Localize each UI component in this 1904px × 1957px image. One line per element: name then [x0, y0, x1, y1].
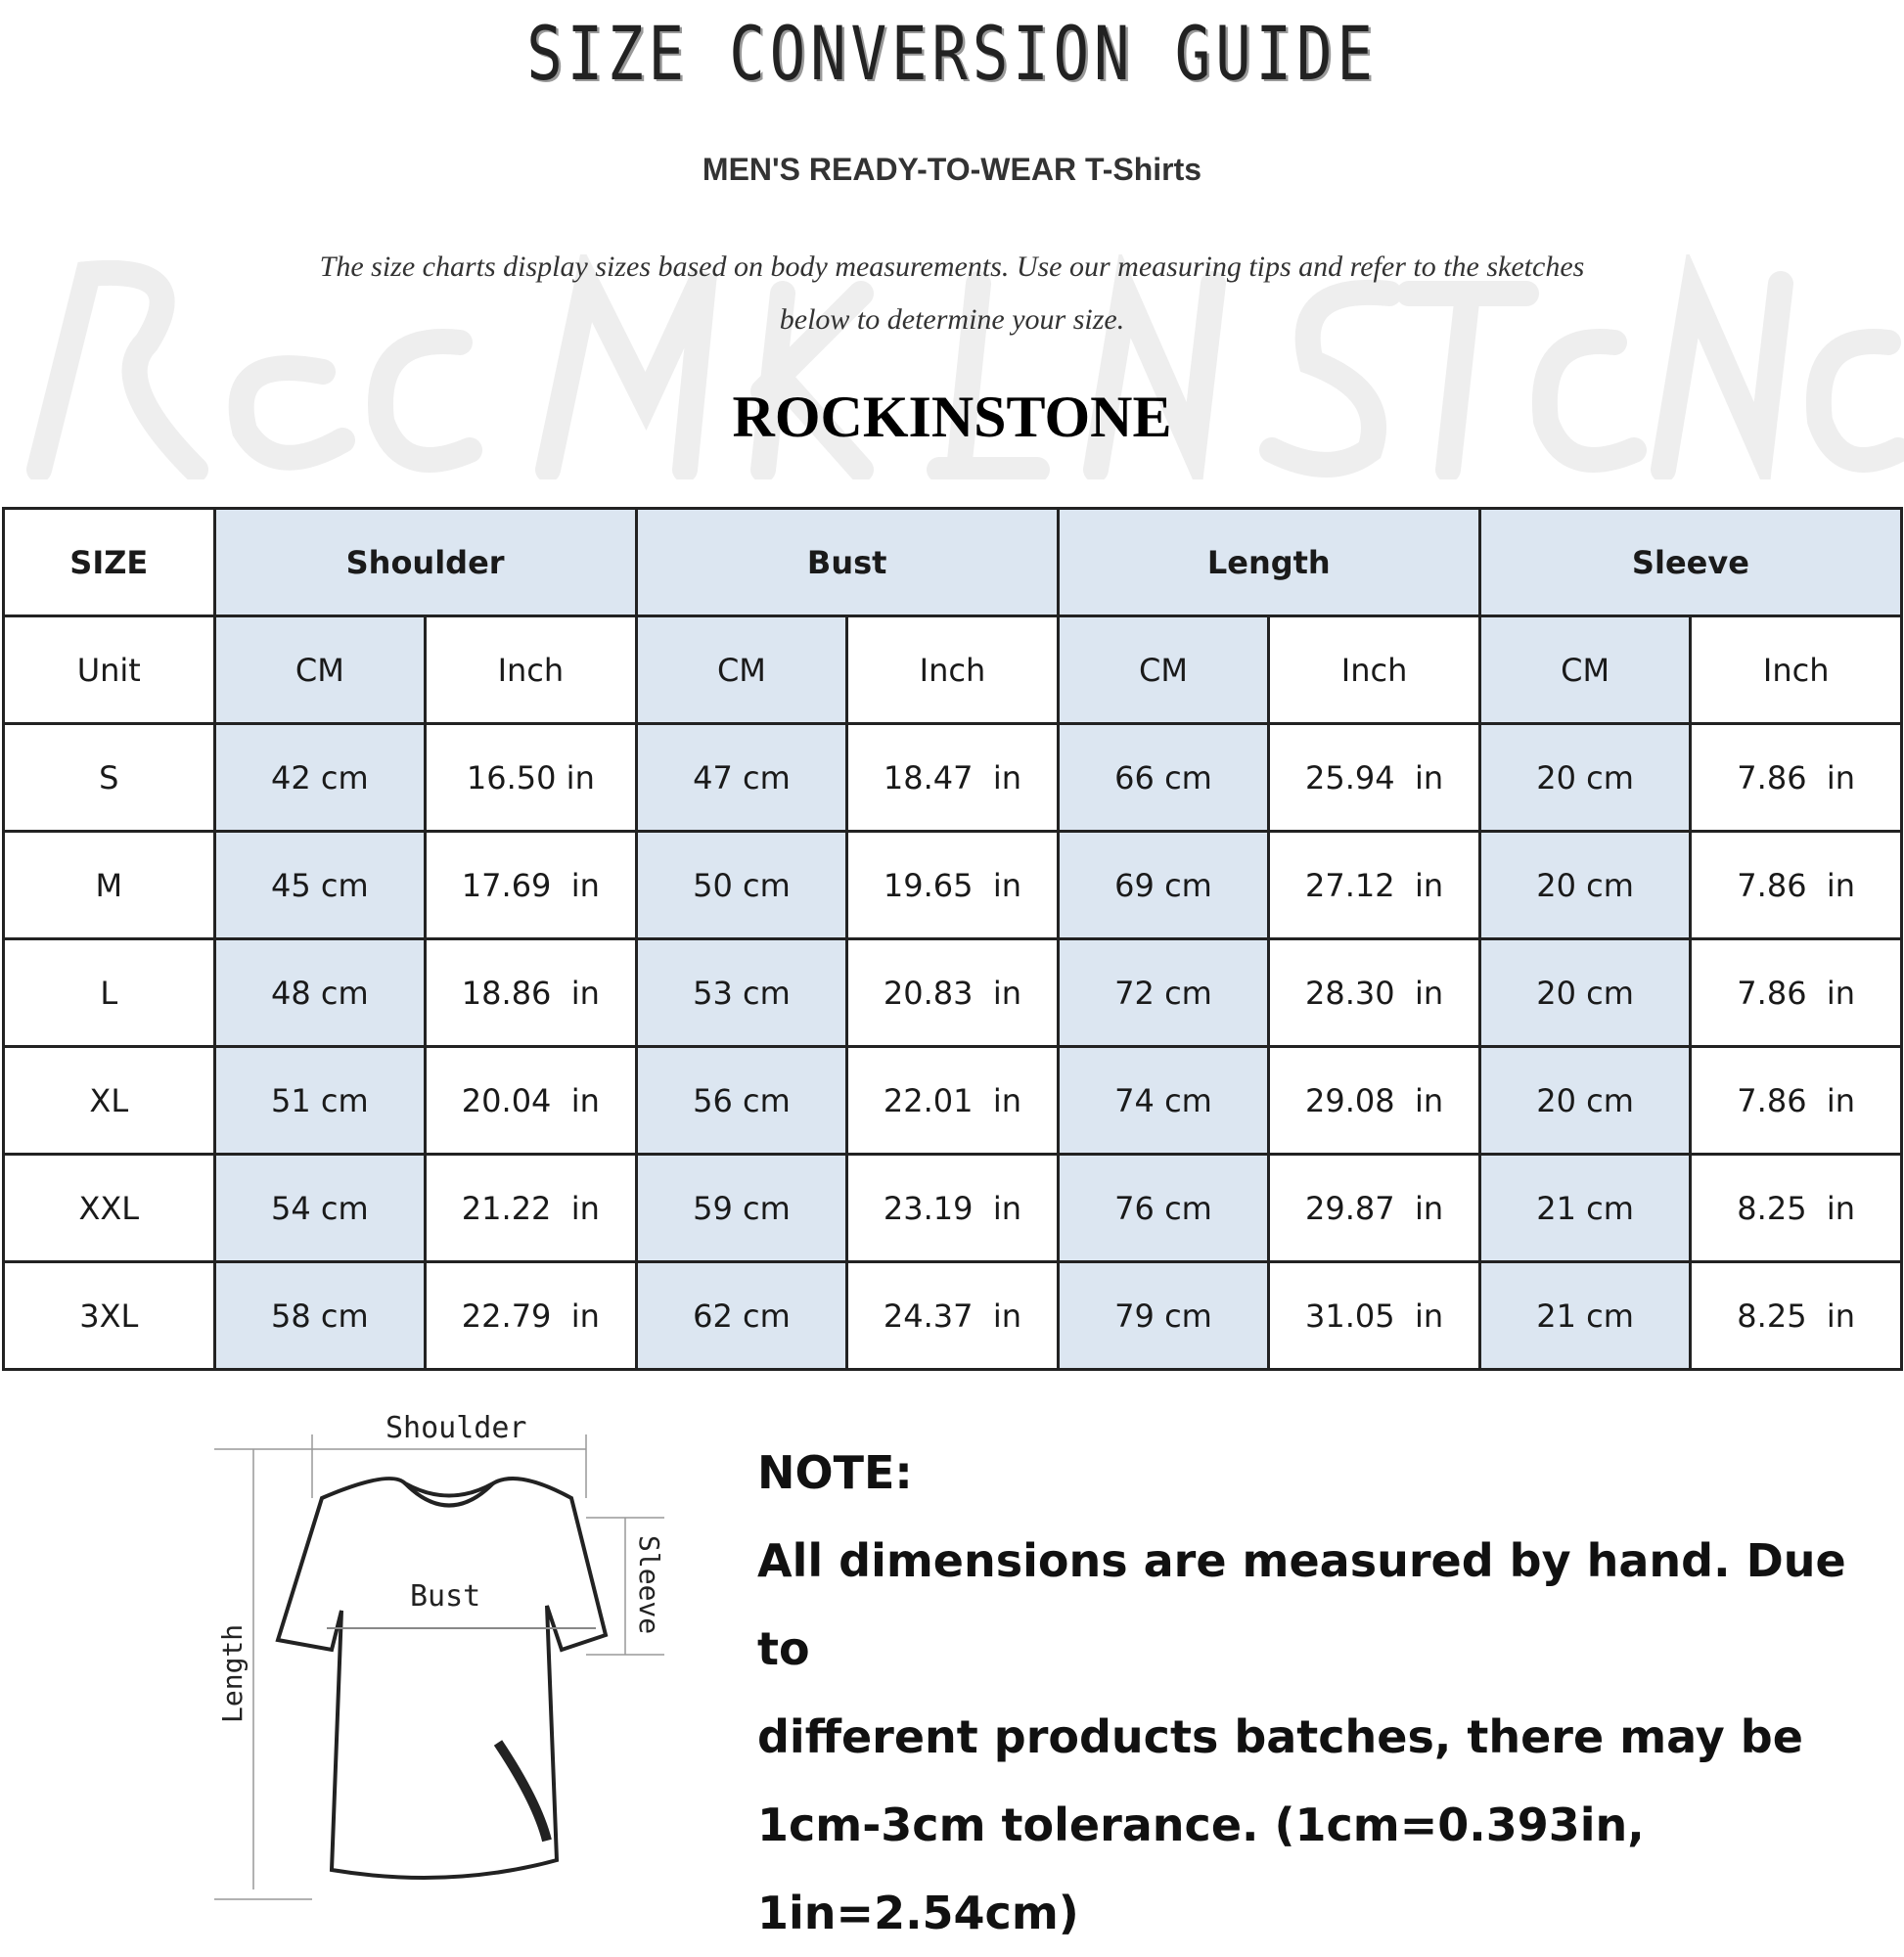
measurement-cell: 20 cm [1477, 1045, 1693, 1156]
note-line-3: 1cm-3cm tolerance. (1cm=0.393in, 1in=2.5… [757, 1798, 1645, 1939]
measurement-cell: 22.01 in [845, 1045, 1060, 1156]
header-length: Length [1056, 507, 1481, 617]
measure-guides [214, 1434, 664, 1900]
measurement-cell: 20.04 in [424, 1045, 638, 1156]
page-title: SIZE CONVERSION GUIDE [526, 10, 1378, 97]
note-block: NOTE: All dimensions are measured by han… [757, 1429, 1892, 1957]
measurement-cell: 27.12 in [1267, 830, 1481, 940]
shoulder-label: Shoulder [385, 1411, 527, 1445]
unit-cell: CM [212, 614, 428, 725]
size-label: 3XL [2, 1260, 216, 1371]
unit-cell: Inch [424, 614, 638, 725]
measurement-cell: 17.69 in [424, 830, 638, 940]
measurement-cell: 53 cm [634, 937, 849, 1048]
measurement-cell: 23.19 in [845, 1153, 1060, 1263]
measurement-cell: 59 cm [634, 1153, 849, 1263]
measurement-cell: 69 cm [1056, 830, 1271, 940]
size-table: SIZE Shoulder Bust Length Sleeve Unit CM I… [2, 507, 1904, 1371]
measurement-cell: 51 cm [212, 1045, 428, 1156]
measurement-cell: 8.25 in [1689, 1260, 1903, 1371]
measurement-cell: 21 cm [1477, 1260, 1693, 1371]
header-size: SIZE [2, 507, 216, 617]
measurement-cell: 58 cm [212, 1260, 428, 1371]
header-bust: Bust [634, 507, 1060, 617]
note-line-2: different products batches, there may be [757, 1710, 1803, 1763]
measurement-cell: 56 cm [634, 1045, 849, 1156]
header-sleeve: Sleeve [1477, 507, 1904, 617]
table-row: XXL 54 cm 21.22 in 59 cm 23.19 in 76 cm 29.87 … [2, 1153, 1903, 1263]
watermark-brush-strokes [26, 254, 1904, 479]
measurement-cell: 28.30 in [1267, 937, 1481, 1048]
size-label: L [2, 937, 216, 1048]
measurement-cell: 21 cm [1477, 1153, 1693, 1263]
measurement-cell: 24.37 in [845, 1260, 1060, 1371]
tshirt-measurement-diagram: Shoulder Bust Sleeve Length [214, 1411, 665, 1900]
size-label: XXL [2, 1153, 216, 1263]
measurement-cell: 20 cm [1477, 937, 1693, 1048]
measurement-cell: 22.79 in [424, 1260, 638, 1371]
measurement-cell: 29.08 in [1267, 1045, 1481, 1156]
unit-cell: Inch [1689, 614, 1903, 725]
measurement-cell: 72 cm [1056, 937, 1271, 1048]
description-line-2: below to determine your size. [779, 303, 1125, 336]
description-line-1: The size charts display sizes based on b… [319, 250, 1585, 283]
measurement-cell: 25.94 in [1267, 722, 1481, 833]
table-header-row: SIZE Shoulder Bust Length Sleeve [2, 507, 1904, 617]
measurement-cell: 7.86 in [1689, 830, 1903, 940]
measurement-cell: 76 cm [1056, 1153, 1271, 1263]
table-row: S 42 cm 16.50 in 47 cm 18.47 in 66 cm 25.94 in… [2, 722, 1903, 833]
header-shoulder: Shoulder [212, 507, 638, 617]
measurement-cell: 47 cm [634, 722, 849, 833]
units-row: Unit CM Inch CM Inch CM Inch CM Inch [2, 614, 1903, 725]
measurement-cell: 20.83 in [845, 937, 1060, 1048]
unit-cell: CM [634, 614, 849, 725]
measurement-cell: 29.87 in [1267, 1153, 1481, 1263]
measurement-cell: 18.86 in [424, 937, 638, 1048]
unit-cell: CM [1477, 614, 1693, 725]
table-row: 3XL 58 cm 22.79 in 62 cm 24.37 in 79 cm 31.05 … [2, 1260, 1903, 1371]
measurement-cell: 79 cm [1056, 1260, 1271, 1371]
measurement-cell: 31.05 in [1267, 1260, 1481, 1371]
length-label: Length [216, 1624, 249, 1723]
size-label: XL [2, 1045, 216, 1156]
measurement-cell: 45 cm [212, 830, 428, 940]
unit-cell: Unit [2, 614, 216, 725]
measurement-cell: 54 cm [212, 1153, 428, 1263]
bust-label: Bust [410, 1579, 480, 1614]
unit-cell: Inch [1267, 614, 1481, 725]
measurement-cell: 50 cm [634, 830, 849, 940]
measurement-cell: 20 cm [1477, 722, 1693, 833]
subtitle: MEN'S READY-TO-WEAR T-Shirts [702, 152, 1202, 187]
note-line-1: All dimensions are measured by hand. Due… [757, 1534, 1846, 1675]
table-row: M 45 cm 17.69 in 50 cm 19.65 in 69 cm 27.12 in… [2, 830, 1903, 940]
measurement-cell: 7.86 in [1689, 722, 1903, 833]
measurement-cell: 48 cm [212, 937, 428, 1048]
measurement-cell: 18.47 in [845, 722, 1060, 833]
note-heading: NOTE: [757, 1446, 913, 1499]
measurement-cell: 66 cm [1056, 722, 1271, 833]
measurement-cell: 8.25 in [1689, 1153, 1903, 1263]
watermark [26, 254, 1904, 479]
measurement-cell: 42 cm [212, 722, 428, 833]
unit-cell: CM [1056, 614, 1271, 725]
unit-cell: Inch [845, 614, 1060, 725]
measurement-cell: 62 cm [634, 1260, 849, 1371]
size-label: S [2, 722, 216, 833]
tshirt-icon [275, 1477, 609, 1880]
measurement-cell: 16.50 in [424, 722, 638, 833]
measurement-cell: 7.86 in [1689, 1045, 1903, 1156]
measurement-cell: 19.65 in [845, 830, 1060, 940]
table-row: XL 51 cm 20.04 in 56 cm 22.01 in 74 cm 29.08 i… [2, 1045, 1903, 1156]
measurement-cell: 7.86 in [1689, 937, 1903, 1048]
measurement-cell: 74 cm [1056, 1045, 1271, 1156]
measurement-cell: 20 cm [1477, 830, 1693, 940]
brand-name: ROCKINSTONE [732, 385, 1172, 449]
measurement-cell: 21.22 in [424, 1153, 638, 1263]
sleeve-label: Sleeve [633, 1535, 665, 1634]
table-row: L 48 cm 18.86 in 53 cm 20.83 in 72 cm 28.30 in… [2, 937, 1903, 1048]
size-label: M [2, 830, 216, 940]
